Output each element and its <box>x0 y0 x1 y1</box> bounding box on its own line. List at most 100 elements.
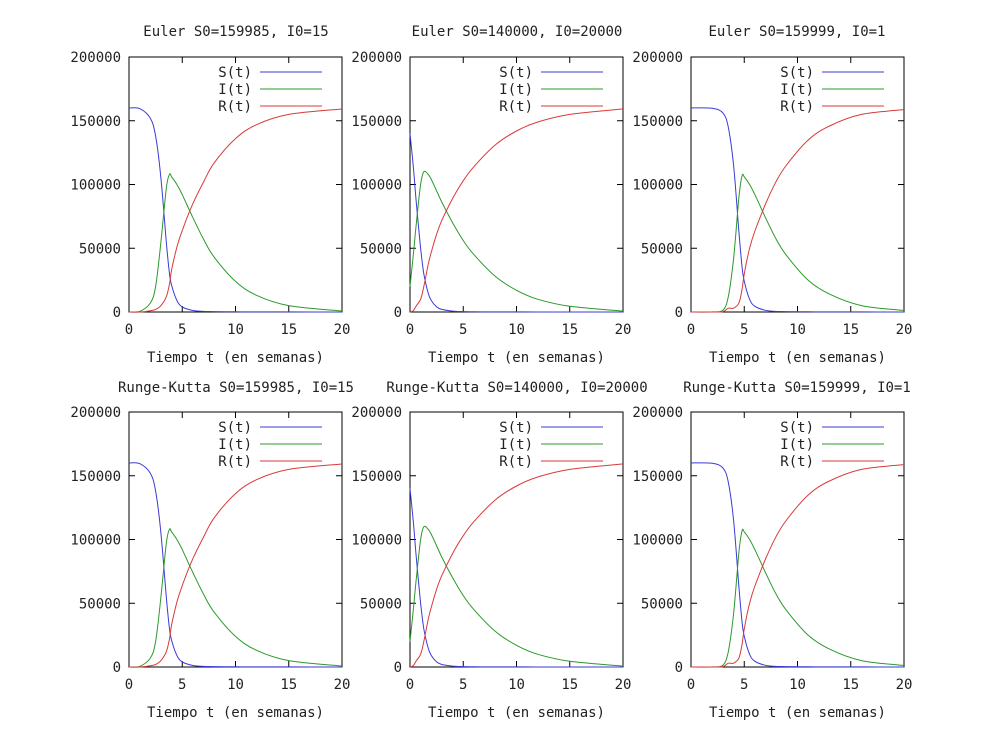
x-axis-label: Tiempo t (en semanas) <box>428 350 605 366</box>
x-tick-label: 5 <box>459 677 467 693</box>
x-tick-label: 0 <box>125 322 133 338</box>
y-tick-label: 150000 <box>632 469 683 485</box>
series-line-it <box>128 528 343 668</box>
x-tick-label: 10 <box>227 677 244 693</box>
series-line-it <box>409 170 624 312</box>
series-line-rt <box>128 463 343 668</box>
panel-5: Runge-Kutta S0=140000, I0=20000 0 50000 100… <box>351 380 647 721</box>
y-tick-label: 0 <box>394 660 402 676</box>
panel-4: Runge-Kutta S0=159985, I0=15 0 50000 100000… <box>70 380 354 721</box>
legend-label: S(t) <box>499 420 533 436</box>
x-tick-label: 0 <box>125 677 133 693</box>
panel-3: Euler S0=159999, I0=1 0 50000 100000 150000 2… <box>632 24 912 366</box>
y-tick-label: 50000 <box>360 241 402 257</box>
x-axis-label: Tiempo t (en semanas) <box>147 350 324 366</box>
panel-title: Runge-Kutta S0=159999, I0=1 <box>683 380 911 396</box>
x-tick-label: 15 <box>842 322 859 338</box>
legend-label: R(t) <box>218 454 252 470</box>
x-tick-label: 5 <box>740 322 748 338</box>
panel-title: Runge-Kutta S0=159985, I0=15 <box>118 380 354 396</box>
series-line-it <box>690 173 905 313</box>
y-tick-label: 50000 <box>641 596 683 612</box>
series-line-st <box>128 107 343 313</box>
x-tick-label: 5 <box>459 322 467 338</box>
series-line-st <box>409 133 623 313</box>
legend-label: S(t) <box>499 65 533 81</box>
x-tick-label: 15 <box>280 322 297 338</box>
series-line-it <box>690 528 905 668</box>
series-line-st <box>690 107 905 313</box>
series-line-rt <box>690 109 905 313</box>
y-tick-label: 150000 <box>70 469 121 485</box>
panel-1: Euler S0=159985, I0=15 0 50000 100000 150000… <box>70 24 350 366</box>
legend-label: R(t) <box>499 454 533 470</box>
panel-2: Euler S0=140000, I0=20000050000100000150… <box>351 24 631 366</box>
y-tick-label: 150000 <box>70 114 121 130</box>
x-tick-label: 10 <box>227 322 244 338</box>
y-tick-label: 100000 <box>351 533 402 549</box>
panel-title: Euler S0=159999, I0=1 <box>708 24 885 40</box>
x-tick-label: 20 <box>334 677 351 693</box>
y-tick-label: 100000 <box>70 178 121 194</box>
legend-label: S(t) <box>780 420 814 436</box>
x-axis-label: Tiempo t (en semanas) <box>147 705 324 721</box>
legend-label: I(t) <box>218 82 252 98</box>
x-tick-label: 10 <box>789 677 806 693</box>
y-tick-label: 50000 <box>79 241 121 257</box>
series-line-rt <box>409 463 624 668</box>
x-tick-label: 0 <box>406 677 414 693</box>
x-tick-label: 20 <box>896 677 913 693</box>
y-tick-label: 50000 <box>641 241 683 257</box>
y-tick-label: 0 <box>113 660 121 676</box>
x-tick-label: 15 <box>842 677 859 693</box>
y-tick-label: 150000 <box>351 469 402 485</box>
legend-label: I(t) <box>499 82 533 98</box>
x-tick-label: 20 <box>615 677 632 693</box>
x-axis-label: Tiempo t (en semanas) <box>709 705 886 721</box>
y-tick-label: 200000 <box>70 405 121 421</box>
y-tick-label: 100000 <box>632 533 683 549</box>
x-tick-label: 20 <box>334 322 351 338</box>
legend-label: I(t) <box>218 437 252 453</box>
y-tick-label: 0 <box>675 305 683 321</box>
x-tick-label: 5 <box>178 322 186 338</box>
x-tick-label: 5 <box>740 677 748 693</box>
y-tick-label: 200000 <box>632 405 683 421</box>
y-tick-label: 200000 <box>351 50 402 66</box>
y-tick-label: 50000 <box>360 596 402 612</box>
x-tick-label: 10 <box>789 322 806 338</box>
panel-title: Runge-Kutta S0=140000, I0=20000 <box>386 380 647 396</box>
y-tick-label: 0 <box>675 660 683 676</box>
x-axis-label: Tiempo t (en semanas) <box>709 350 886 366</box>
y-tick-label: 100000 <box>70 533 121 549</box>
y-tick-label: 150000 <box>351 114 402 130</box>
panel-title: Euler S0=159985, I0=15 <box>143 24 328 40</box>
y-tick-label: 200000 <box>351 405 402 421</box>
legend-label: R(t) <box>780 99 814 115</box>
legend-label: I(t) <box>780 82 814 98</box>
x-tick-label: 15 <box>561 322 578 338</box>
series-line-rt <box>409 108 624 313</box>
x-tick-label: 15 <box>280 677 297 693</box>
x-tick-label: 20 <box>896 322 913 338</box>
legend-label: I(t) <box>780 437 814 453</box>
x-tick-label: 20 <box>615 322 632 338</box>
x-tick-label: 15 <box>561 677 578 693</box>
x-tick-label: 0 <box>687 677 695 693</box>
panel-title: Euler S0=140000, I0=20000 <box>412 24 623 40</box>
y-tick-label: 50000 <box>79 596 121 612</box>
legend-label: S(t) <box>218 420 252 436</box>
legend-label: R(t) <box>499 99 533 115</box>
y-tick-label: 0 <box>113 305 121 321</box>
series-line-st <box>409 488 623 668</box>
series-line-st <box>690 462 905 668</box>
y-tick-label: 200000 <box>70 50 121 66</box>
panel-6: Runge-Kutta S0=159999, I0=1 0 50000 100000 1… <box>632 380 912 721</box>
x-tick-label: 0 <box>687 322 695 338</box>
legend-label: R(t) <box>218 99 252 115</box>
legend-label: S(t) <box>780 65 814 81</box>
series-line-rt <box>690 464 905 668</box>
y-tick-label: 150000 <box>632 114 683 130</box>
series-line-it <box>128 173 343 313</box>
